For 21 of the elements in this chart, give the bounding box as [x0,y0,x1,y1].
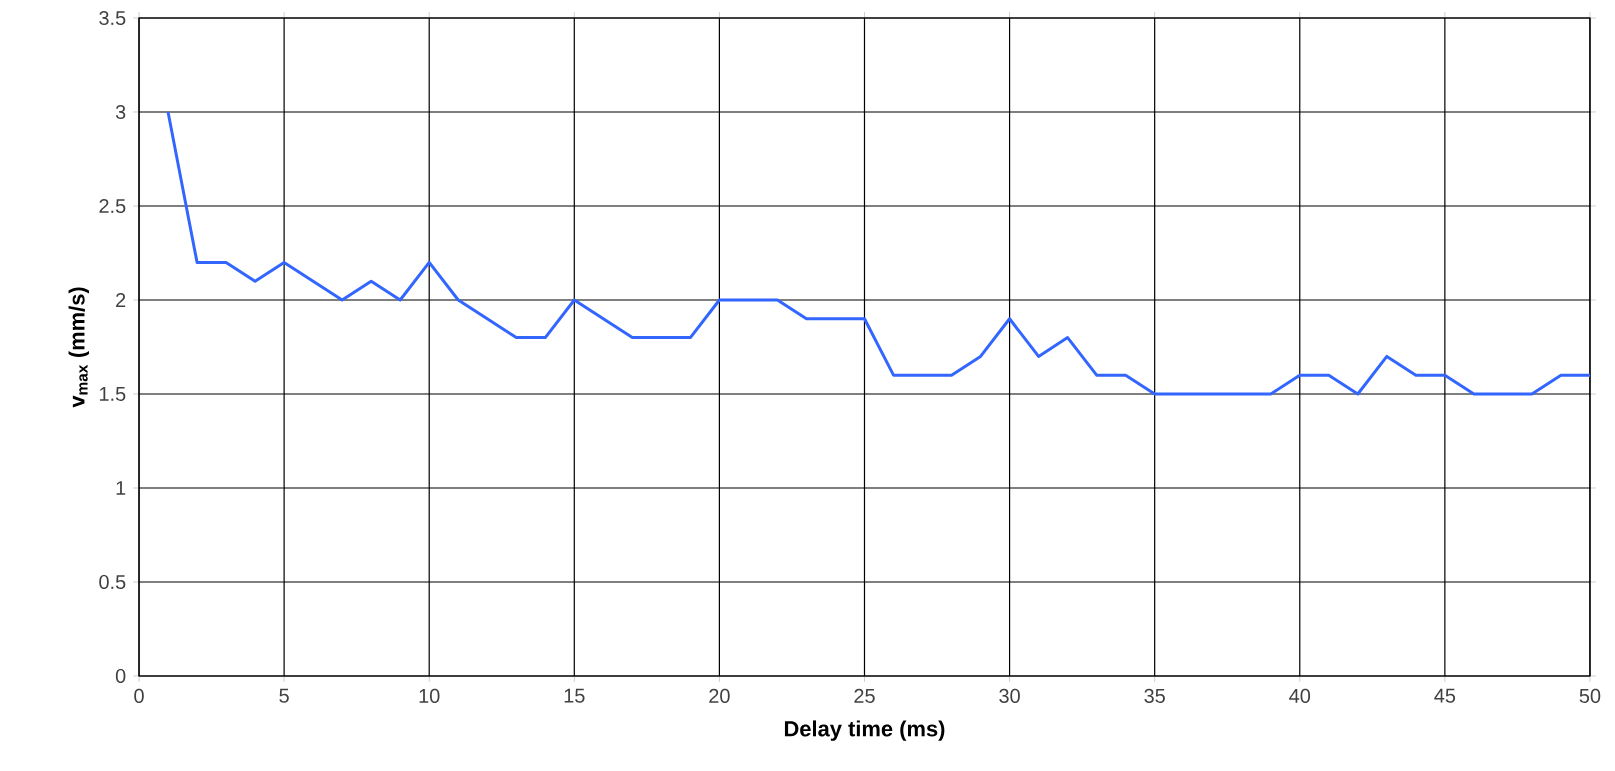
x-tick-label: 10 [419,688,440,703]
y-axis-title: v$_{max}$ (mm/s) [68,287,89,408]
y-tick-label: 3 [115,104,126,120]
y-tick-label: 1 [116,481,126,495]
x-tick-label: 25 [854,688,875,703]
x-tick-label: 45 [1434,688,1456,703]
y-tick-label: 0 [115,668,126,684]
y-tick-label: 2 [116,293,126,307]
y-tick-label: 1.5 [99,387,126,401]
x-tick-label: 35 [1144,688,1165,703]
x-tick-label: 50 [1579,688,1601,703]
x-tick-label: 30 [999,688,1020,703]
y-tick-label: 2.5 [99,198,126,214]
x-tick-label: 40 [1289,688,1311,703]
y-tick-label: 0.5 [99,574,126,590]
x-tick-label: 0 [134,688,144,703]
x-tick-label: 20 [709,688,730,703]
x-tick-label: 5 [279,688,289,703]
x-axis-title: Delay time (ms) [784,720,945,741]
y-tick-label: 3.5 [99,10,126,26]
x-tick-label: 15 [564,688,585,703]
